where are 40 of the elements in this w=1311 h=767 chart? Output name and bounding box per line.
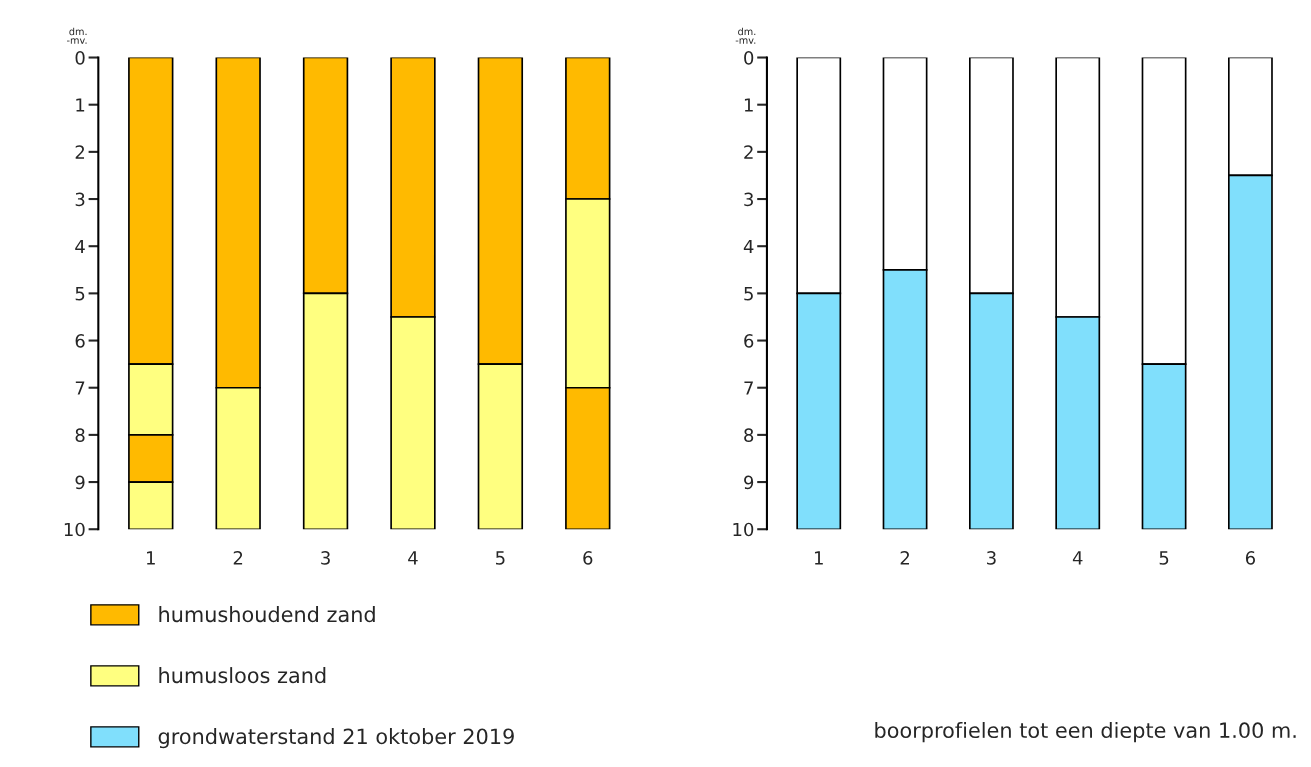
x-tick-label: 4 (408, 551, 418, 565)
y-tick-label: 9 (75, 475, 85, 490)
y-tick-label: 6 (75, 334, 85, 348)
y-tick-label: 4 (743, 239, 754, 254)
y-tick-label: 0 (744, 50, 754, 65)
x-tick-label: 6 (583, 551, 593, 565)
y-tick-label: 4 (75, 239, 85, 254)
x-tick-label: 3 (321, 551, 330, 565)
y-tick-label: 3 (75, 192, 85, 207)
x-tick-label: 2 (900, 551, 910, 565)
y-tick-label: 2 (744, 145, 753, 159)
x-tick-label: 5 (1159, 551, 1169, 565)
y-tick-label: 9 (744, 475, 754, 490)
y-tick-label: 10 (64, 522, 85, 537)
y-tick-label: 0 (75, 50, 85, 65)
x-tick-label: 6 (1245, 551, 1256, 565)
y-tick-label: 5 (75, 287, 85, 301)
x-tick-label: 3 (987, 551, 996, 565)
y-tick-label: 1 (744, 98, 753, 112)
legend-label: humusloos zand (159, 667, 326, 684)
x-tick-label: 2 (233, 551, 243, 565)
y-axis-title: dm. -mv. (735, 27, 756, 44)
y-tick-label: 7 (744, 381, 753, 395)
y-tick-label: 5 (744, 287, 753, 301)
y-tick-label: 6 (744, 334, 754, 348)
y-tick-label: 7 (75, 381, 85, 395)
x-tick-label: 5 (496, 551, 505, 565)
text: boorprofielen tot een diepte van 1.00 m. (875, 721, 1296, 743)
y-tick-label: 10 (733, 522, 754, 537)
x-tick-label: 4 (1072, 551, 1083, 565)
y-tick-label: 8 (744, 428, 754, 443)
x-tick-label: 1 (814, 551, 823, 565)
legend-label: grondwaterstand 21 oktober 2019 (158, 728, 514, 749)
y-tick-label: 1 (76, 98, 85, 112)
y-tick-label: 8 (75, 428, 85, 443)
y-tick-label: 3 (744, 192, 753, 207)
y-axis-title: dm. -mv. (66, 27, 87, 44)
y-tick-label: 2 (75, 145, 85, 159)
legend-label: humushoudend zand (159, 606, 375, 623)
x-tick-label: 1 (147, 551, 155, 565)
